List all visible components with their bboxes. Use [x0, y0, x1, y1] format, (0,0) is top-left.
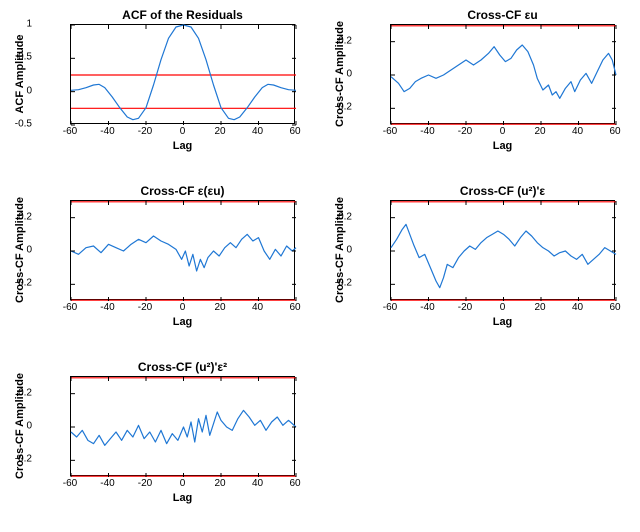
x-tick-label: 40 [252, 478, 263, 489]
x-tick-label: -20 [458, 126, 472, 137]
y-axis-label: ACF Amplitude [14, 34, 26, 113]
x-tick-label: 60 [289, 302, 300, 313]
y-tick-label: -0.2 [322, 102, 352, 113]
chart-title: Cross-CF (u²)'ε² [70, 360, 295, 374]
x-tick-label: -40 [420, 126, 434, 137]
x-tick-label: -60 [63, 302, 77, 313]
panel-acf: ACF of the ResidualsACF AmplitudeLag-60-… [70, 24, 295, 124]
plot-svg [71, 25, 296, 125]
y-tick-label: 0.2 [322, 35, 352, 46]
x-tick-label: -60 [383, 302, 397, 313]
x-axis-label: Lag [390, 316, 615, 328]
x-tick-label: -40 [100, 302, 114, 313]
plot-area [70, 200, 295, 300]
panel-ccf_u2p_e2: Cross-CF (u²)'ε²Cross-CF AmplitudeLag-60… [70, 376, 295, 476]
x-tick-label: 0 [180, 302, 186, 313]
series-line [71, 410, 296, 445]
y-tick-label: -0.5 [2, 119, 32, 130]
x-tick-label: 40 [252, 126, 263, 137]
y-tick-label: 0 [2, 421, 32, 432]
x-tick-label: -20 [138, 126, 152, 137]
x-tick-label: 60 [609, 302, 620, 313]
y-tick-label: 0.5 [2, 52, 32, 63]
y-tick-label: -0.2 [2, 278, 32, 289]
y-tick-label: 1 [2, 19, 32, 30]
x-tick-label: -40 [420, 302, 434, 313]
plot-svg [71, 201, 296, 301]
x-axis-label: Lag [390, 140, 615, 152]
chart-title: Cross-CF ε(εu) [70, 184, 295, 198]
plot-area [70, 376, 295, 476]
x-tick-label: -60 [63, 478, 77, 489]
y-tick-label: 0.2 [2, 387, 32, 398]
x-tick-label: -20 [458, 302, 472, 313]
plot-svg [71, 377, 296, 477]
panel-ccf_eu: Cross-CF εuCross-CF AmplitudeLag-60-40-2… [390, 24, 615, 124]
x-tick-label: 40 [572, 302, 583, 313]
x-tick-label: -40 [100, 478, 114, 489]
x-tick-label: 60 [609, 126, 620, 137]
y-tick-label: 0 [2, 245, 32, 256]
x-axis-label: Lag [70, 316, 295, 328]
x-tick-label: 0 [500, 302, 506, 313]
series-line [391, 224, 616, 287]
x-tick-label: 20 [214, 126, 225, 137]
series-line [71, 234, 296, 271]
panel-ccf_u2p_e: Cross-CF (u²)'εCross-CF AmplitudeLag-60-… [390, 200, 615, 300]
series-line [71, 25, 296, 120]
x-tick-label: 0 [180, 126, 186, 137]
y-tick-label: -0.2 [2, 454, 32, 465]
chart-title: Cross-CF εu [390, 8, 615, 22]
x-tick-label: -60 [383, 126, 397, 137]
figure-root: ACF of the Residuals ACF Amplitude Lag -60 -… [0, 0, 640, 532]
x-axis-label: Lag [70, 140, 295, 152]
y-tick-label: 0.2 [2, 211, 32, 222]
chart-title: ACF of the Residuals [70, 8, 295, 22]
x-tick-label: 20 [534, 126, 545, 137]
chart-title: Cross-CF (u²)'ε [390, 184, 615, 198]
x-tick-label: -40 [100, 126, 114, 137]
y-tick-label: 0 [322, 69, 352, 80]
plot-area [390, 200, 615, 300]
x-axis-label: Lag [70, 492, 295, 504]
x-tick-label: 20 [214, 302, 225, 313]
x-tick-label: 40 [252, 302, 263, 313]
y-tick-label: 0.2 [322, 211, 352, 222]
plot-svg [391, 25, 616, 125]
plot-area [390, 24, 615, 124]
y-tick-label: 0 [2, 85, 32, 96]
x-tick-label: 60 [289, 478, 300, 489]
series-line [391, 45, 616, 98]
y-tick-label: -0.2 [322, 278, 352, 289]
x-tick-label: -20 [138, 478, 152, 489]
x-tick-label: -20 [138, 302, 152, 313]
x-tick-label: 20 [534, 302, 545, 313]
plot-area [70, 24, 295, 124]
panel-ccf_e_eu: Cross-CF ε(εu)Cross-CF AmplitudeLag-60-4… [70, 200, 295, 300]
plot-svg [391, 201, 616, 301]
x-tick-label: 20 [214, 478, 225, 489]
x-tick-label: 0 [180, 478, 186, 489]
x-tick-label: -60 [63, 126, 77, 137]
y-tick-label: 0 [322, 245, 352, 256]
x-tick-label: 60 [289, 126, 300, 137]
x-tick-label: 0 [500, 126, 506, 137]
x-tick-label: 40 [572, 126, 583, 137]
